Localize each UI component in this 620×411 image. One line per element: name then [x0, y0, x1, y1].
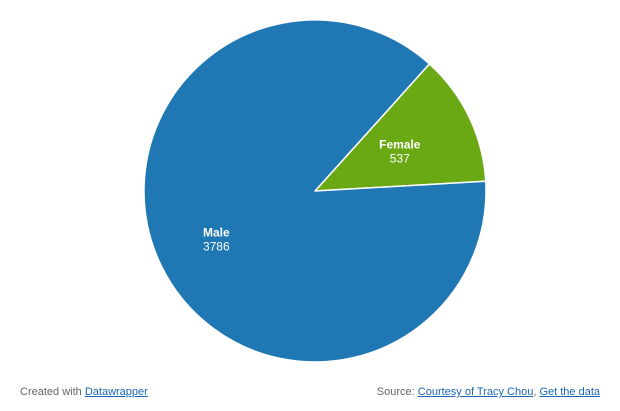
footer-created-text: Created with — [20, 386, 82, 398]
datawrapper-link[interactable]: Datawrapper — [84, 386, 148, 398]
get-data-link[interactable]: Get the data — [539, 386, 600, 398]
source-link[interactable]: Courtesy of Tracy Chou — [417, 386, 534, 398]
pie-slice-male — [143, 19, 487, 363]
slice-label-male: Male — [203, 225, 230, 239]
slice-value-female: 537 — [390, 151, 410, 165]
pie-slices — [143, 19, 487, 363]
pie-slice-female — [314, 63, 487, 192]
slice-label-female: Female — [379, 137, 421, 151]
footer-source: Source: Courtesy of Tracy Chou, Get the … — [377, 386, 600, 398]
footer-credit: Created with Datawrapper — [20, 386, 148, 398]
slice-value-male: 3786 — [203, 239, 230, 253]
footer-source-text: Source: — [376, 386, 415, 398]
footer-separator: , — [533, 386, 537, 398]
